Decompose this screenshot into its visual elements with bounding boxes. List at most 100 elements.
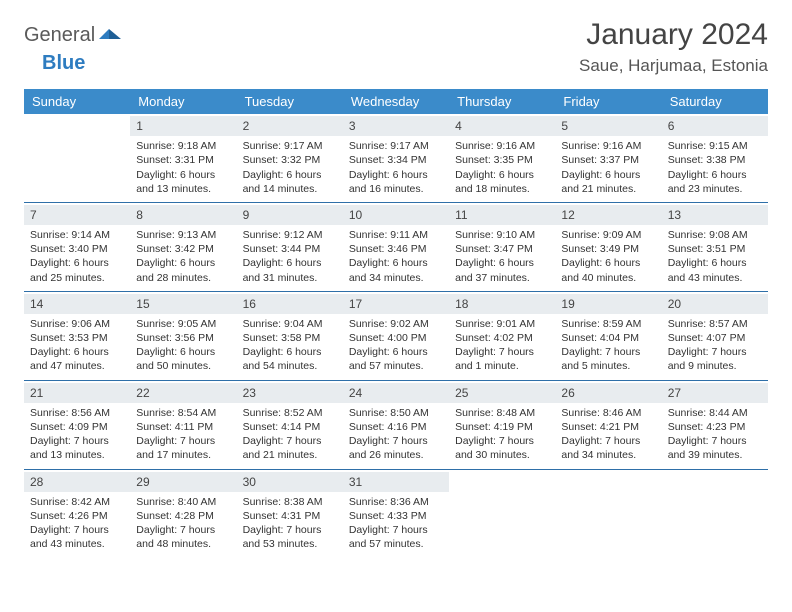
day-number: 16 [237,294,343,314]
day-header-row: SundayMondayTuesdayWednesdayThursdayFrid… [24,89,768,114]
day-cell: 17Sunrise: 9:02 AMSunset: 4:00 PMDayligh… [343,292,449,380]
day-info-line: Daylight: 6 hours [243,345,337,359]
day-info-line: Sunrise: 9:16 AM [455,139,549,153]
day-info-line: Sunrise: 9:15 AM [668,139,762,153]
day-cell: 6Sunrise: 9:15 AMSunset: 3:38 PMDaylight… [662,114,768,202]
day-cell: 15Sunrise: 9:05 AMSunset: 3:56 PMDayligh… [130,292,236,380]
day-info-line: Sunset: 4:09 PM [30,420,124,434]
logo-text-general: General [24,24,95,47]
day-info-line: Sunset: 3:42 PM [136,242,230,256]
day-info-line: Sunset: 4:02 PM [455,331,549,345]
day-info-line: Daylight: 7 hours [30,434,124,448]
day-info-line: and 26 minutes. [349,448,443,462]
day-info-line: Sunset: 3:38 PM [668,153,762,167]
week-row: 1Sunrise: 9:18 AMSunset: 3:31 PMDaylight… [24,114,768,203]
day-header: Saturday [662,89,768,114]
day-info-line: Sunset: 3:31 PM [136,153,230,167]
day-info-line: and 16 minutes. [349,182,443,196]
day-info-line: and 57 minutes. [349,359,443,373]
day-info-line: Sunset: 3:53 PM [30,331,124,345]
day-info-line: Sunrise: 8:56 AM [30,406,124,420]
day-header: Sunday [24,89,130,114]
day-info-line: Daylight: 7 hours [30,523,124,537]
day-info-line: Sunset: 3:47 PM [455,242,549,256]
day-info-line: Sunset: 4:04 PM [561,331,655,345]
day-info-line: and 48 minutes. [136,537,230,551]
day-info-line: Daylight: 7 hours [455,345,549,359]
day-info-line: and 54 minutes. [243,359,337,373]
day-info-line: Sunrise: 9:02 AM [349,317,443,331]
day-info-line: Sunset: 3:44 PM [243,242,337,256]
day-info-line: Sunrise: 8:50 AM [349,406,443,420]
day-cell: 4Sunrise: 9:16 AMSunset: 3:35 PMDaylight… [449,114,555,202]
day-cell: 16Sunrise: 9:04 AMSunset: 3:58 PMDayligh… [237,292,343,380]
day-info-line: Sunrise: 9:18 AM [136,139,230,153]
day-info-line: Sunset: 4:21 PM [561,420,655,434]
day-info-line: and 39 minutes. [668,448,762,462]
day-info-line: Sunrise: 9:01 AM [455,317,549,331]
day-info-line: and 13 minutes. [136,182,230,196]
day-info-line: and 5 minutes. [561,359,655,373]
weeks-container: 1Sunrise: 9:18 AMSunset: 3:31 PMDaylight… [24,114,768,557]
day-number: 7 [24,205,130,225]
day-number: 29 [130,472,236,492]
day-info-line: Sunset: 4:11 PM [136,420,230,434]
day-info-line: Sunrise: 9:13 AM [136,228,230,242]
day-info-line: Sunset: 4:14 PM [243,420,337,434]
day-cell [24,114,130,202]
day-number: 25 [449,383,555,403]
day-info-line: Sunset: 3:40 PM [30,242,124,256]
day-number: 30 [237,472,343,492]
day-cell: 9Sunrise: 9:12 AMSunset: 3:44 PMDaylight… [237,203,343,291]
day-info-line: Sunrise: 8:48 AM [455,406,549,420]
day-header: Monday [130,89,236,114]
day-number: 15 [130,294,236,314]
day-cell: 5Sunrise: 9:16 AMSunset: 3:37 PMDaylight… [555,114,661,202]
day-info-line: Daylight: 6 hours [349,256,443,270]
day-info-line: Sunrise: 9:06 AM [30,317,124,331]
day-info-line: and 57 minutes. [349,537,443,551]
day-number: 2 [237,116,343,136]
day-info-line: Sunset: 3:49 PM [561,242,655,256]
day-info-line: and 43 minutes. [30,537,124,551]
day-cell: 22Sunrise: 8:54 AMSunset: 4:11 PMDayligh… [130,381,236,469]
day-number: 4 [449,116,555,136]
day-info-line: Daylight: 6 hours [668,256,762,270]
day-cell: 27Sunrise: 8:44 AMSunset: 4:23 PMDayligh… [662,381,768,469]
day-number: 8 [130,205,236,225]
day-info-line: Sunrise: 8:57 AM [668,317,762,331]
day-info-line: Sunrise: 9:14 AM [30,228,124,242]
day-number: 6 [662,116,768,136]
logo-text-blue: Blue [42,52,85,74]
day-info-line: Daylight: 7 hours [561,345,655,359]
day-info-line: Sunset: 4:31 PM [243,509,337,523]
day-cell: 11Sunrise: 9:10 AMSunset: 3:47 PMDayligh… [449,203,555,291]
day-number: 12 [555,205,661,225]
day-cell: 13Sunrise: 9:08 AMSunset: 3:51 PMDayligh… [662,203,768,291]
day-info-line: and 13 minutes. [30,448,124,462]
day-info-line: and 43 minutes. [668,271,762,285]
day-info-line: and 31 minutes. [243,271,337,285]
day-cell: 14Sunrise: 9:06 AMSunset: 3:53 PMDayligh… [24,292,130,380]
day-number: 23 [237,383,343,403]
day-info-line: Sunset: 4:23 PM [668,420,762,434]
day-cell: 21Sunrise: 8:56 AMSunset: 4:09 PMDayligh… [24,381,130,469]
day-info-line: and 34 minutes. [561,448,655,462]
day-info-line: Sunrise: 9:17 AM [243,139,337,153]
day-info-line: and 23 minutes. [668,182,762,196]
day-info-line: Daylight: 6 hours [561,168,655,182]
day-header: Thursday [449,89,555,114]
day-cell: 28Sunrise: 8:42 AMSunset: 4:26 PMDayligh… [24,470,130,558]
day-info-line: Daylight: 7 hours [455,434,549,448]
day-info-line: Sunset: 3:46 PM [349,242,443,256]
day-info-line: Sunset: 4:16 PM [349,420,443,434]
day-info-line: Daylight: 7 hours [349,434,443,448]
month-title: January 2024 [579,18,768,52]
day-info-line: and 28 minutes. [136,271,230,285]
day-info-line: Daylight: 6 hours [349,168,443,182]
day-info-line: Daylight: 6 hours [136,345,230,359]
day-number: 26 [555,383,661,403]
day-cell: 26Sunrise: 8:46 AMSunset: 4:21 PMDayligh… [555,381,661,469]
day-info-line: Daylight: 7 hours [243,523,337,537]
day-info-line: Daylight: 6 hours [136,256,230,270]
